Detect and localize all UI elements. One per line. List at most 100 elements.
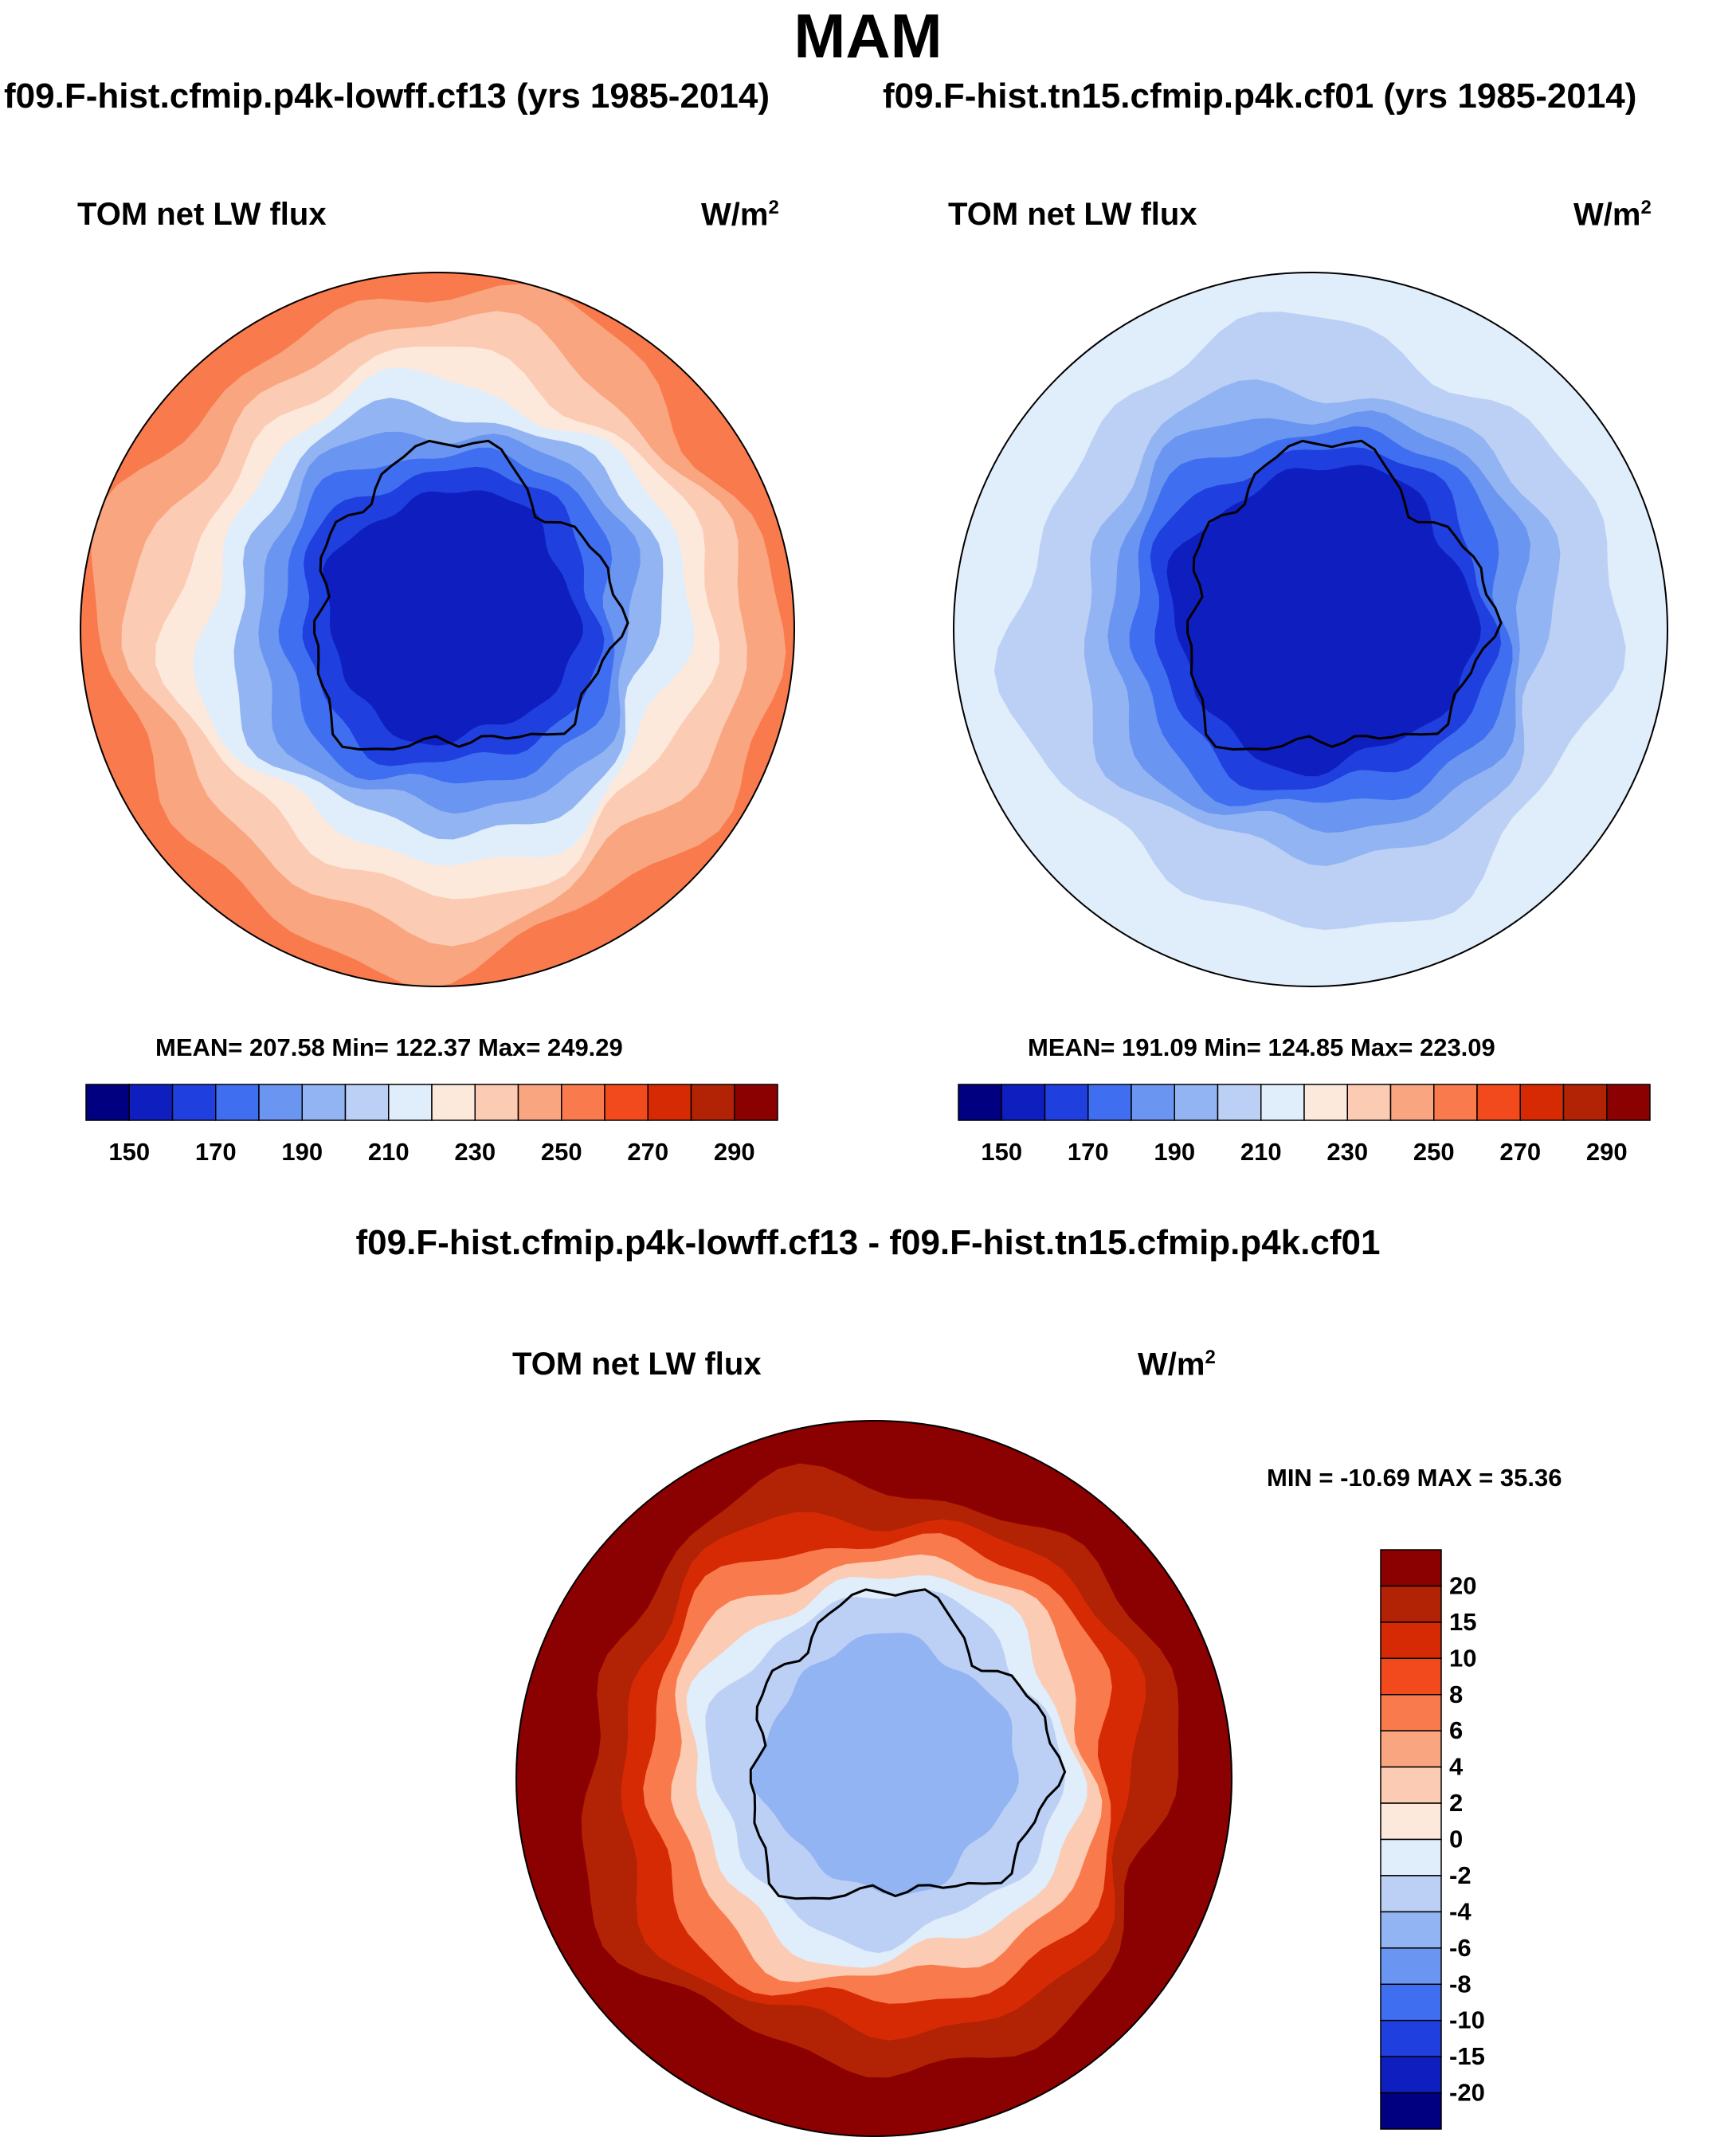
colorbar-box xyxy=(734,1084,778,1121)
colorbar-box xyxy=(517,1084,562,1121)
map-panel-3 xyxy=(515,1420,1232,2137)
colorbar-tick-label: 190 xyxy=(1154,1138,1195,1166)
colorbar-box xyxy=(1217,1084,1262,1121)
colorbar-tick-label: 290 xyxy=(714,1138,755,1166)
colorbar-tick-label: 210 xyxy=(368,1138,410,1166)
colorbar-tick-label: 230 xyxy=(1326,1138,1368,1166)
colorbar-box xyxy=(1380,1694,1442,1731)
colorbar-box xyxy=(1433,1084,1478,1121)
map-border xyxy=(515,1420,1232,2137)
panel-2-units-label: W/m2 xyxy=(1573,197,1652,233)
colorbar-box xyxy=(690,1084,735,1121)
panel-1-variable-label: TOM net LW flux xyxy=(77,197,327,232)
colorbar-tick-label: 170 xyxy=(1068,1138,1109,1166)
colorbar-box xyxy=(388,1084,433,1121)
colorbar-box xyxy=(1389,1084,1435,1121)
colorbar-box xyxy=(604,1084,649,1121)
colorbar-box xyxy=(1380,1838,1442,1876)
colorbar-box xyxy=(958,1084,1002,1121)
coastline xyxy=(1186,439,1503,751)
colorbar-box xyxy=(1380,1730,1442,1768)
colorbar-tick-label: -8 xyxy=(1449,1970,1471,1998)
colorbar-box xyxy=(344,1084,390,1121)
colorbar-tick-label: -10 xyxy=(1449,2006,1485,2034)
colorbar-tick-label: 0 xyxy=(1449,1825,1463,1853)
colorbar-box xyxy=(1380,1585,1442,1623)
colorbar-1: 150 170 190 210 230 250 270 290 xyxy=(85,1084,778,1166)
map-panel-1 xyxy=(80,272,795,987)
colorbar-box xyxy=(1303,1084,1348,1121)
colorbar-tick-label: 210 xyxy=(1240,1138,1282,1166)
colorbar-box xyxy=(1380,1621,1442,1660)
colorbar-tick-label: 10 xyxy=(1449,1644,1476,1672)
colorbar-box xyxy=(1380,1875,1442,1913)
colorbar-tick-label: 250 xyxy=(541,1138,582,1166)
colorbar-tick-label: -2 xyxy=(1449,1861,1471,1889)
coastline xyxy=(313,439,629,751)
colorbar-box xyxy=(1606,1084,1651,1121)
colorbar-tick-label: -6 xyxy=(1449,1934,1471,1962)
colorbar-tick-label: -4 xyxy=(1449,1897,1471,1925)
colorbar-tick-label: 15 xyxy=(1449,1608,1476,1636)
colorbar-tick-label: 290 xyxy=(1586,1138,1628,1166)
colorbar-box xyxy=(431,1084,476,1121)
colorbar-box xyxy=(1380,1802,1442,1841)
colorbar-tick-label: 270 xyxy=(1499,1138,1541,1166)
map-field-2 xyxy=(954,273,1667,986)
colorbar-box xyxy=(1380,2056,1442,2094)
colorbar-box xyxy=(1519,1084,1565,1121)
colorbar-tick-label: -15 xyxy=(1449,2042,1485,2070)
colorbar-box xyxy=(85,1084,130,1121)
difference-title: f09.F-hist.cfmip.p4k-lowff.cf13 - f09.F-… xyxy=(355,1223,1381,1262)
colorbar-box xyxy=(1346,1084,1392,1121)
colorbar-box xyxy=(1380,1947,1442,1985)
colorbar-tick-label: 4 xyxy=(1449,1753,1464,1781)
panel-1-stats: MEAN= 207.58 Min= 122.37 Max= 249.29 xyxy=(155,1033,623,1061)
diff-units-label: W/m2 xyxy=(1138,1347,1216,1382)
colorbar-box xyxy=(1380,1911,1442,1949)
colorbar-tick-label: 250 xyxy=(1413,1138,1455,1166)
map-border xyxy=(953,272,1668,987)
panel-1-units-label: W/m2 xyxy=(701,197,779,233)
diff-stats: MIN = -10.69 MAX = 35.36 xyxy=(1267,1464,1562,1492)
zone-plateau xyxy=(323,490,583,746)
colorbar-box xyxy=(561,1084,605,1121)
colorbar-tick-label: -20 xyxy=(1449,2079,1485,2107)
diff-variable-label: TOM net LW flux xyxy=(512,1347,762,1382)
zone-plateau xyxy=(751,1633,1019,1896)
colorbar-2: 150 170 190 210 230 250 270 290 xyxy=(958,1084,1651,1166)
panel-2-variable-label: TOM net LW flux xyxy=(948,197,1197,232)
colorbar-tick-label: 2 xyxy=(1449,1789,1463,1817)
colorbar-tick-label: 20 xyxy=(1449,1571,1476,1599)
colorbar-box xyxy=(301,1084,347,1121)
colorbar-box xyxy=(1131,1084,1175,1121)
map-field-1 xyxy=(80,273,794,986)
map-panel-2 xyxy=(953,272,1668,987)
zone-plateau xyxy=(1192,484,1455,751)
colorbar-tick-label: 150 xyxy=(981,1138,1022,1166)
colorbar-box xyxy=(474,1084,519,1121)
colorbar-box xyxy=(647,1084,692,1121)
colorbar-box xyxy=(1562,1084,1608,1121)
colorbar-tick-label: 190 xyxy=(281,1138,323,1166)
colorbar-box xyxy=(215,1084,260,1121)
colorbar-tick-label: 8 xyxy=(1449,1680,1463,1708)
colorbar-box xyxy=(171,1084,217,1121)
colorbar-box xyxy=(258,1084,303,1121)
panel-2-stats: MEAN= 191.09 Min= 124.85 Max= 223.09 xyxy=(1028,1033,1495,1061)
map-border xyxy=(80,272,795,987)
panel-2-case-title: f09.F-hist.tn15.cfmip.p4k.cf01 (yrs 1985… xyxy=(883,76,1637,116)
colorbar-tick-label: 150 xyxy=(108,1138,150,1166)
map-field-3 xyxy=(516,1421,1232,2136)
colorbar-tick-label: 270 xyxy=(627,1138,668,1166)
colorbar-box xyxy=(1380,2019,1442,2057)
figure-title: MAM xyxy=(794,1,942,71)
colorbar-tick-label: 6 xyxy=(1449,1716,1463,1744)
colorbar-box xyxy=(1087,1084,1132,1121)
colorbar-box xyxy=(1380,1766,1442,1804)
colorbar-box xyxy=(1380,1549,1442,1587)
colorbar-tick-label: 170 xyxy=(195,1138,237,1166)
colorbar-box xyxy=(1001,1084,1046,1121)
